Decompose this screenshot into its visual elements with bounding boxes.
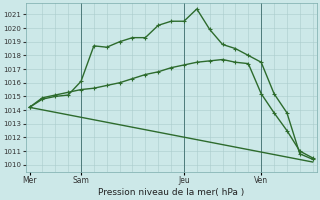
X-axis label: Pression niveau de la mer( hPa ): Pression niveau de la mer( hPa ) [98,188,244,197]
